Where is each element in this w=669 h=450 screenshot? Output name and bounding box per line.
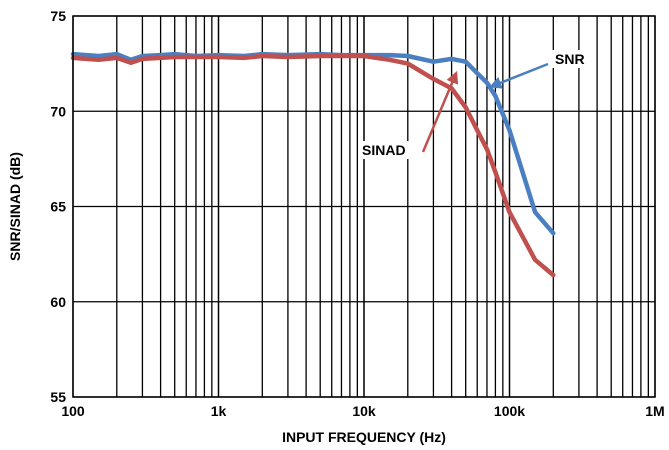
series-line-sinad [70,53,556,278]
x-tick-label: 1k [211,403,227,419]
x-tick-label: 10k [352,403,376,419]
y-tick-label: 60 [50,294,66,310]
annotation-label-sinad: SINAD [362,142,406,158]
annotation-label-bg [552,50,588,68]
y-tick-label: 70 [50,103,66,119]
x-tick-label: 100 [61,403,85,419]
grid [72,15,656,398]
series-layer [70,51,556,278]
y-tick-label: 65 [50,199,66,215]
x-tick-label: 100k [494,403,525,419]
y-tick-label: 55 [50,389,66,405]
annotation-label-bg [359,141,409,159]
y-tick-labels: 55 60 65 70 75 [50,8,66,405]
x-tick-label: 1M [645,403,664,419]
annotation-arrow-snr [488,62,549,89]
y-tick-label: 75 [50,8,66,24]
y-axis-title: SNR/SINAD (dB) [7,152,23,261]
annotation-layer: SNR SINAD [359,50,588,159]
x-tick-labels: 100 1k 10k 100k 1M [61,403,664,419]
annotation-label-snr: SNR [555,51,585,67]
annotation-arrow-sinad [421,70,459,153]
plot-frame [72,15,656,398]
x-axis-title: INPUT FREQUENCY (Hz) [282,429,446,445]
